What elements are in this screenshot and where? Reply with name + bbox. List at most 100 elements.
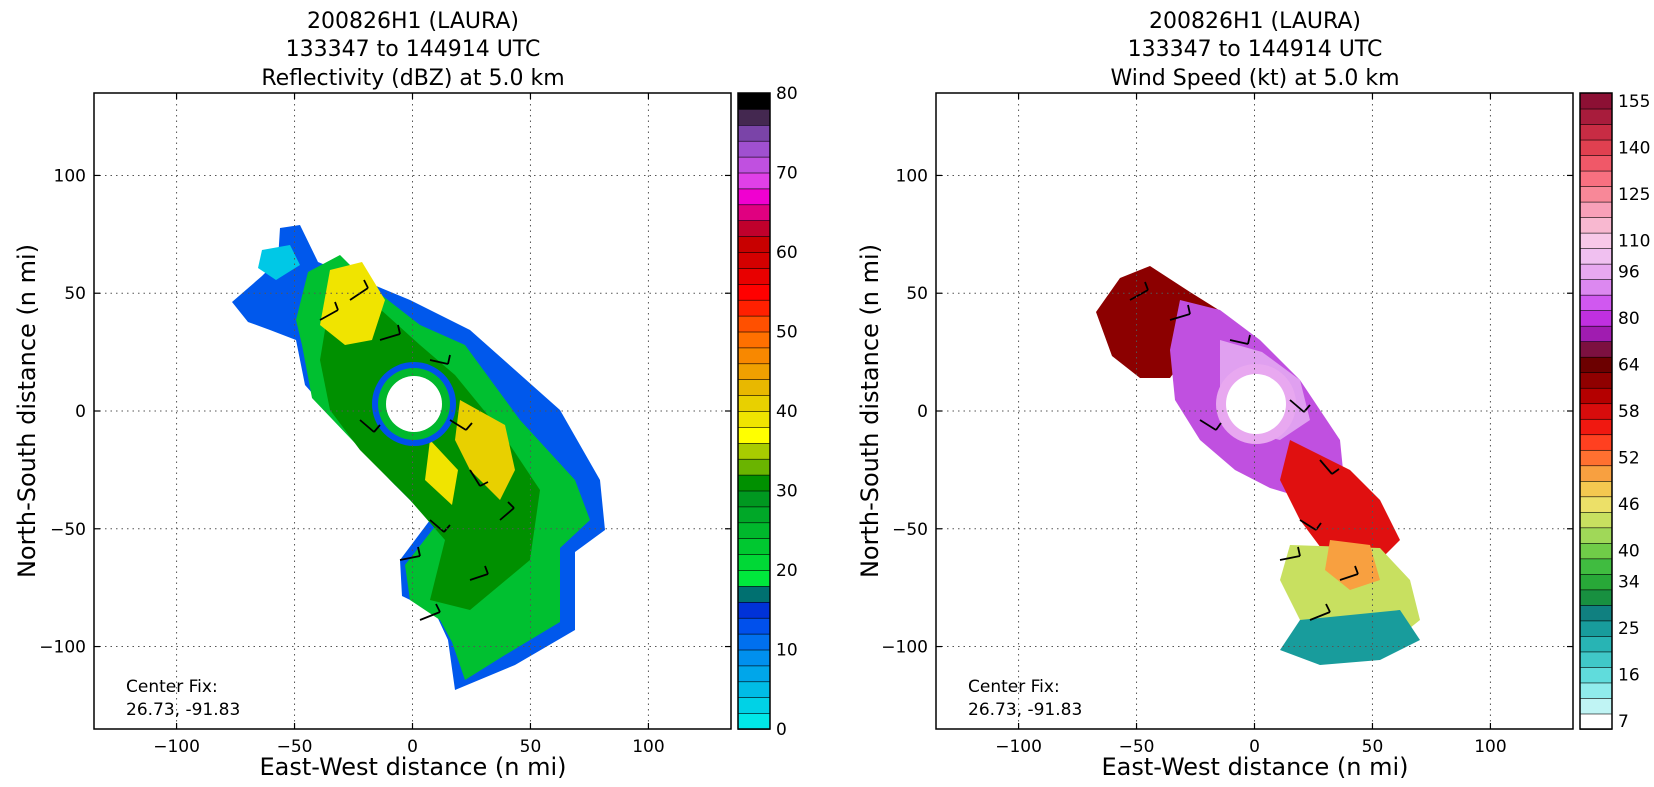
chart-title-line-3: Reflectivity (dBZ) at 5.0 km bbox=[261, 66, 564, 91]
colorbar: 0 10 20 30 40 50 60 70 80 bbox=[737, 84, 798, 740]
chart-title-line-3: Wind Speed (kt) at 5.0 km bbox=[1110, 66, 1399, 91]
y-tick-label: −50 bbox=[50, 520, 86, 540]
colorbar-segment bbox=[1579, 185, 1613, 203]
colorbar-segment bbox=[737, 347, 771, 365]
colorbar-segment bbox=[737, 474, 771, 492]
field-orange bbox=[1325, 540, 1380, 590]
colorbar-segment bbox=[1579, 511, 1613, 529]
colorbar-segment bbox=[737, 267, 771, 285]
colorbar-tick-label: 46 bbox=[1618, 495, 1640, 515]
colorbar-tick-label: 7 bbox=[1618, 712, 1629, 732]
colorbar-segment bbox=[737, 410, 771, 428]
center-fix-value: 26.73, -91.83 bbox=[968, 700, 1082, 720]
colorbar-segment bbox=[1579, 713, 1613, 730]
y-tick-label: −100 bbox=[881, 638, 928, 658]
colorbar-tick-label: 20 bbox=[776, 561, 798, 581]
colorbar-tick-label: 0 bbox=[776, 720, 787, 740]
colorbar-segment bbox=[1579, 464, 1613, 482]
colorbar-segment bbox=[737, 204, 771, 222]
colorbar-segment bbox=[737, 362, 771, 380]
colorbar-segment bbox=[737, 521, 771, 539]
colorbar-segment bbox=[737, 633, 771, 651]
wind-speed-field bbox=[1096, 266, 1420, 665]
colorbar-tick-label: 70 bbox=[776, 164, 798, 184]
colorbar-segment bbox=[1579, 371, 1613, 389]
colorbar-segment bbox=[737, 665, 771, 683]
colorbar-tick-label: 60 bbox=[776, 243, 798, 263]
wind-speed-panel: 200826H1 (LAURA) 133347 to 144914 UTC Wi… bbox=[856, 9, 1650, 781]
x-tick-label: −100 bbox=[995, 737, 1042, 757]
x-tick-label: 100 bbox=[632, 737, 664, 757]
colorbar-segment bbox=[737, 458, 771, 476]
x-axis-label: East-West distance (n mi) bbox=[259, 753, 566, 781]
colorbar-tick-label: 155 bbox=[1618, 92, 1650, 112]
colorbar-segment bbox=[737, 585, 771, 603]
colorbar-segment bbox=[1579, 573, 1613, 591]
colorbar-segment bbox=[737, 251, 771, 269]
colorbar-segment bbox=[737, 299, 771, 317]
colorbar-segment bbox=[737, 315, 771, 333]
chart-title-line-1: 200826H1 (LAURA) bbox=[307, 9, 519, 34]
colorbar-segment bbox=[1579, 449, 1613, 467]
colorbar-segment bbox=[737, 378, 771, 396]
colorbar-segment bbox=[737, 124, 771, 142]
colorbar-segment bbox=[1579, 356, 1613, 374]
gridlines bbox=[936, 93, 1573, 729]
colorbar-segment bbox=[1579, 433, 1613, 451]
colorbar-segment bbox=[737, 553, 771, 571]
center-fix-label: Center Fix: bbox=[968, 677, 1060, 697]
colorbar-tick-label: 140 bbox=[1618, 138, 1650, 158]
x-tick-label: 50 bbox=[520, 737, 542, 757]
colorbar-segment bbox=[1579, 309, 1613, 327]
colorbar-tick-label: 80 bbox=[1618, 309, 1640, 329]
colorbar-segment bbox=[737, 680, 771, 698]
colorbar-tick-label: 125 bbox=[1618, 185, 1650, 205]
field-red-band bbox=[1280, 440, 1400, 560]
colorbar-segment bbox=[1579, 201, 1613, 218]
axis-ticks: −100 −50 0 50 100 −100 −50 0 50 100 bbox=[881, 93, 1573, 757]
colorbar-tick-label: 110 bbox=[1618, 231, 1650, 251]
colorbar-segment bbox=[737, 712, 771, 730]
colorbar-segment bbox=[1579, 278, 1613, 296]
colorbar-segment bbox=[737, 426, 771, 444]
x-tick-label: −100 bbox=[153, 737, 200, 757]
colorbar-frame bbox=[737, 92, 771, 730]
reflectivity-field bbox=[232, 225, 605, 690]
colorbar-tick-label: 16 bbox=[1618, 666, 1640, 686]
colorbar-segment bbox=[1579, 527, 1613, 544]
colorbar-segment bbox=[737, 92, 771, 110]
x-tick-label: 0 bbox=[1249, 737, 1260, 757]
x-tick-label: −50 bbox=[277, 737, 313, 757]
x-tick-label: 100 bbox=[1474, 737, 1506, 757]
x-axis-label: East-West distance (n mi) bbox=[1101, 753, 1408, 781]
colorbar-segment bbox=[737, 569, 771, 587]
colorbar-segment bbox=[1579, 402, 1613, 420]
colorbar-segment bbox=[737, 156, 771, 174]
colorbar-segment bbox=[737, 649, 771, 667]
colorbar-segment bbox=[1579, 558, 1613, 575]
field-yellow-band-1 bbox=[320, 262, 385, 345]
colorbar-segment bbox=[1579, 635, 1613, 653]
colorbar-tick-label: 80 bbox=[776, 84, 798, 104]
colorbar-segment bbox=[1579, 123, 1613, 141]
colorbar-segment bbox=[737, 537, 771, 555]
colorbar-segment bbox=[737, 235, 771, 253]
colorbar-segment bbox=[1579, 651, 1613, 668]
colorbar-segment bbox=[737, 617, 771, 635]
colorbar-tick-label: 25 bbox=[1618, 619, 1640, 639]
chart-title-line-1: 200826H1 (LAURA) bbox=[1149, 9, 1361, 34]
colorbar-tick-label: 50 bbox=[776, 323, 798, 343]
colorbar-segment bbox=[1579, 589, 1613, 606]
colorbar-tick-label: 64 bbox=[1618, 355, 1640, 375]
colorbar-segment bbox=[1579, 216, 1613, 234]
eye bbox=[1226, 374, 1286, 434]
y-tick-label: −100 bbox=[39, 638, 86, 658]
colorbar-segment bbox=[737, 442, 771, 460]
colorbar-segment bbox=[737, 219, 771, 237]
colorbar-segment bbox=[1579, 263, 1613, 280]
colorbar-segment bbox=[1579, 92, 1613, 110]
x-tick-label: −50 bbox=[1119, 737, 1155, 757]
colorbar-segment bbox=[737, 108, 771, 126]
colorbar-segment bbox=[1579, 139, 1613, 156]
eye bbox=[386, 376, 442, 432]
